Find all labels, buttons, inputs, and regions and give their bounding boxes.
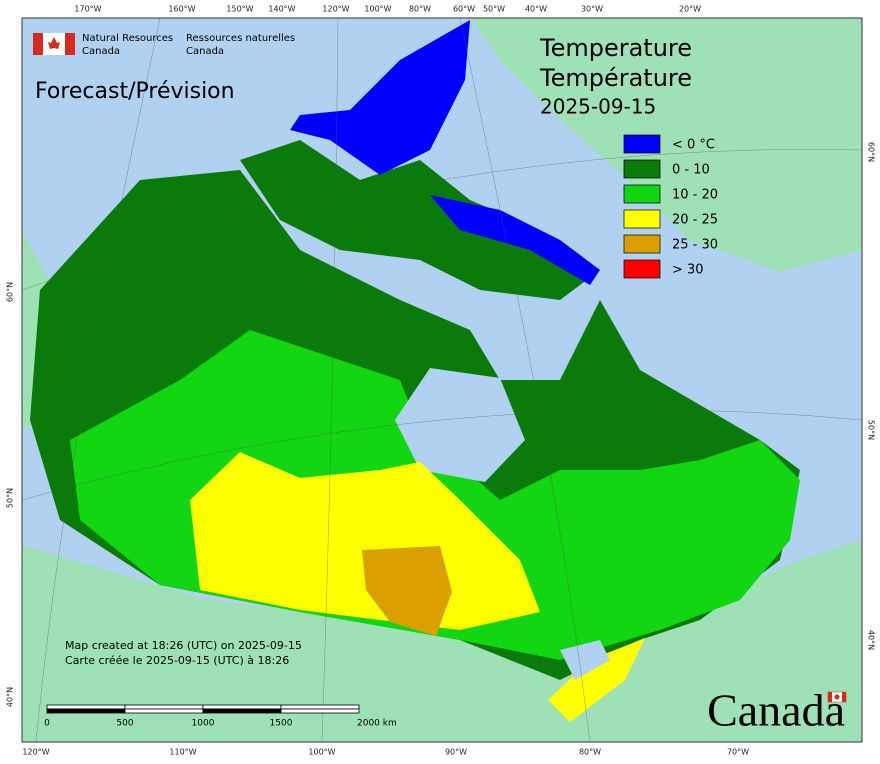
legend-swatch [623, 209, 661, 229]
legend-label: 25 - 30 [672, 238, 718, 253]
title-date: 2025-09-15 [540, 95, 656, 119]
department-fr: Ressources naturelles [186, 33, 295, 44]
latitude-label: 60°N [6, 282, 15, 302]
scale-segment [202, 708, 282, 714]
zone-below-0 [290, 20, 470, 175]
title-en: Temperature [539, 34, 692, 62]
flag-leaf [48, 37, 60, 49]
longitude-label: 50°W [483, 5, 505, 14]
zone-20-25-south [548, 638, 645, 722]
latitude-label: 40°N [6, 687, 15, 707]
scale-label: 2000 km [357, 719, 397, 729]
latitude-label: 40°N [867, 630, 876, 650]
hudson-bay [395, 368, 525, 482]
legend-swatch [623, 134, 661, 154]
title-fr: Température [539, 64, 692, 92]
wordmark: Canada [707, 685, 845, 736]
great-lakes [560, 640, 610, 680]
created-fr: Carte créée le 2025-09-15 (UTC) à 18:26 [65, 654, 289, 667]
legend-swatch [623, 159, 661, 179]
scale-segment [202, 704, 282, 710]
land [22, 18, 862, 742]
longitude-label: 100°W [308, 748, 335, 757]
longitude-label: 60°W [453, 5, 475, 14]
longitude-label: 160°W [168, 5, 195, 14]
legend-label: < 0 °C [672, 138, 715, 153]
longitude-label: 80°W [409, 5, 431, 14]
scale-segment [124, 704, 204, 710]
wordmark-flag [827, 691, 847, 703]
parallel [21, 149, 863, 291]
scale-segment [46, 708, 126, 714]
department-fr: Canada [186, 46, 224, 57]
longitude-label: 170°W [74, 5, 101, 14]
greenland [470, 18, 862, 272]
parallel [21, 409, 863, 501]
longitude-label: 40°W [525, 5, 547, 14]
flag-bar [65, 33, 75, 55]
created-en: Map created at 18:26 (UTC) on 2025-09-15 [65, 639, 302, 652]
nrcan-flag [33, 33, 75, 55]
latitude-label: 50°N [867, 420, 876, 440]
united-states [22, 540, 862, 742]
map-frame [21, 17, 863, 743]
longitude-label: 120°W [322, 5, 349, 14]
scale-segment [46, 704, 126, 710]
scale-label: 0 [44, 719, 50, 729]
legend-label: 20 - 25 [672, 213, 718, 228]
scale-label: 500 [116, 719, 133, 729]
flag-bar [33, 33, 43, 55]
meridian [459, 17, 591, 743]
latitude-label: 50°N [6, 488, 15, 508]
legend-label: 0 - 10 [672, 163, 710, 178]
graticule [21, 17, 863, 743]
legend-label: 10 - 20 [672, 188, 718, 203]
flag-bar [842, 692, 846, 702]
longitude-label: 90°W [445, 748, 467, 757]
flag-leaf [834, 694, 840, 700]
legend-swatch [623, 184, 661, 204]
legend-swatch [623, 234, 661, 254]
longitude-label: 80°W [579, 748, 601, 757]
longitude-label: 20°W [679, 5, 701, 14]
department-en: Natural Resources [82, 33, 173, 44]
latitude-label: 60°N [867, 142, 876, 162]
scale-label: 1500 [270, 719, 293, 729]
longitude-label: 150°W [226, 5, 253, 14]
scale-segment [124, 708, 204, 714]
scale-label: 1000 [192, 719, 215, 729]
zone-25-30 [362, 546, 452, 636]
zone-below-0-baffin [430, 195, 600, 285]
department-en: Canada [82, 46, 120, 57]
longitude-label: 30°W [581, 5, 603, 14]
longitude-label: 110°W [169, 748, 196, 757]
longitude-label: 140°W [268, 5, 295, 14]
meridian [321, 17, 339, 743]
longitude-label: 120°W [22, 748, 49, 757]
product-title: Forecast/Prévision [35, 79, 235, 104]
scale-segment [280, 704, 360, 710]
flag-bar [828, 692, 832, 702]
legend-swatch [623, 259, 661, 279]
zone-20-25 [190, 452, 540, 630]
legend-label: > 30 [672, 263, 704, 278]
longitude-label: 100°W [364, 5, 391, 14]
scale-segment [280, 708, 360, 714]
longitude-label: 70°W [727, 748, 749, 757]
meridian [35, 17, 161, 743]
